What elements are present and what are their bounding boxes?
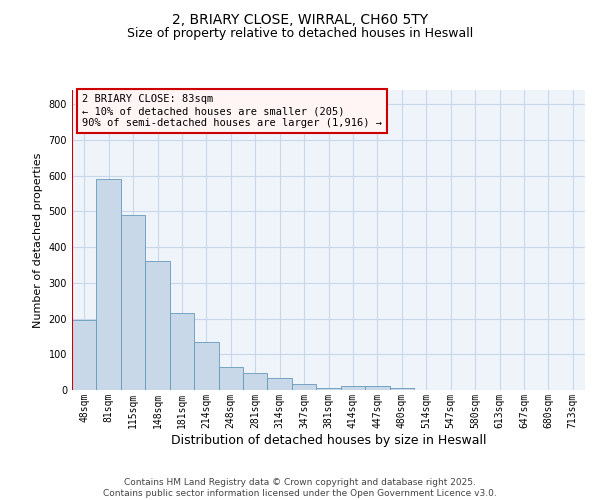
Text: 2, BRIARY CLOSE, WIRRAL, CH60 5TY: 2, BRIARY CLOSE, WIRRAL, CH60 5TY <box>172 12 428 26</box>
Text: Contains HM Land Registry data © Crown copyright and database right 2025.
Contai: Contains HM Land Registry data © Crown c… <box>103 478 497 498</box>
Bar <box>72 320 97 390</box>
Bar <box>218 367 243 390</box>
Bar <box>316 388 341 390</box>
Bar <box>243 373 268 390</box>
Bar <box>341 386 365 390</box>
Bar <box>292 384 316 390</box>
Bar <box>97 180 121 390</box>
Bar <box>194 342 218 390</box>
Bar <box>268 378 292 390</box>
Bar <box>170 313 194 390</box>
Text: 2 BRIARY CLOSE: 83sqm
← 10% of detached houses are smaller (205)
90% of semi-det: 2 BRIARY CLOSE: 83sqm ← 10% of detached … <box>82 94 382 128</box>
X-axis label: Distribution of detached houses by size in Heswall: Distribution of detached houses by size … <box>171 434 486 446</box>
Text: Size of property relative to detached houses in Heswall: Size of property relative to detached ho… <box>127 28 473 40</box>
Bar <box>121 215 145 390</box>
Bar <box>145 262 170 390</box>
Bar <box>365 386 389 390</box>
Bar <box>389 388 414 390</box>
Y-axis label: Number of detached properties: Number of detached properties <box>33 152 43 328</box>
